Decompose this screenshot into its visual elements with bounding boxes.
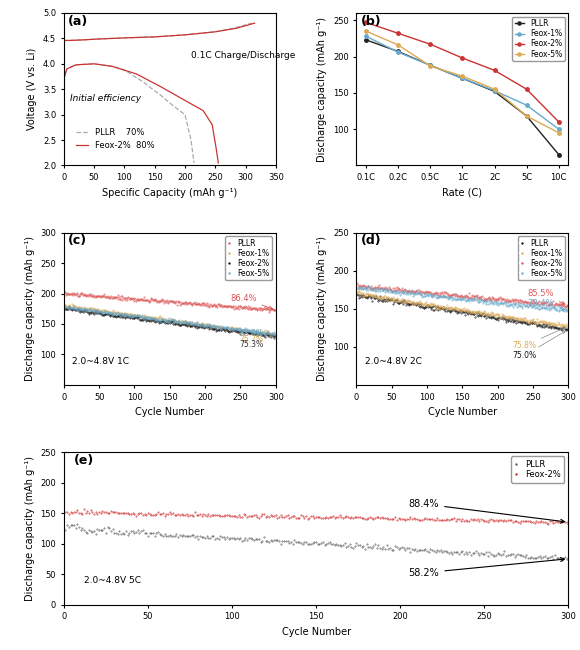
- Feox-2%: [362, 19, 369, 27]
- Text: 78.4%: 78.4%: [527, 300, 565, 310]
- Text: 75.8%: 75.8%: [512, 328, 565, 350]
- Y-axis label: Discharge capacity (mAh g⁻¹): Discharge capacity (mAh g⁻¹): [317, 17, 328, 162]
- Text: 2.0~4.8V 1C: 2.0~4.8V 1C: [72, 357, 129, 366]
- Feox-1%: [362, 32, 369, 40]
- Text: Initial efficiency: Initial efficiency: [70, 94, 142, 103]
- Feox-2%: [394, 29, 401, 37]
- Text: 75.0%: 75.0%: [512, 331, 566, 360]
- Y-axis label: Discharge capacity (mAh g⁻¹): Discharge capacity (mAh g⁻¹): [25, 456, 35, 601]
- Text: 85.5%: 85.5%: [527, 289, 565, 304]
- Feox-2%: [427, 40, 434, 48]
- Feox-5%: [555, 129, 562, 136]
- Line: PLLR: PLLR: [364, 38, 560, 156]
- Y-axis label: Discharge capacity (mAh g⁻¹): Discharge capacity (mAh g⁻¹): [25, 236, 35, 382]
- PLLR: [523, 112, 530, 120]
- Legend: PLLR, Feox-1%, Feox-2%, Feox-5%: PLLR, Feox-1%, Feox-2%, Feox-5%: [518, 237, 564, 280]
- Legend: PLLR, Feox-1%, Feox-2%, Feox-5%: PLLR, Feox-1%, Feox-2%, Feox-5%: [225, 237, 272, 280]
- Feox-5%: [459, 72, 466, 80]
- PLLR: [362, 36, 369, 44]
- Feox-5%: [394, 41, 401, 49]
- Text: (e): (e): [74, 454, 94, 467]
- Legend: PLLR, Feox-1%, Feox-2%, Feox-5%: PLLR, Feox-1%, Feox-2%, Feox-5%: [513, 17, 564, 61]
- Text: 88.4%: 88.4%: [409, 499, 564, 523]
- Feox-5%: [491, 85, 498, 93]
- Feox-5%: [523, 112, 530, 120]
- Feox-1%: [427, 61, 434, 69]
- Y-axis label: Voltage (V vs. Li): Voltage (V vs. Li): [27, 48, 37, 131]
- PLLR: [491, 88, 498, 96]
- PLLR: [394, 47, 401, 55]
- Feox-2%: [459, 54, 466, 62]
- Feox-5%: [362, 27, 369, 35]
- Line: Feox-2%: Feox-2%: [364, 21, 560, 124]
- PLLR: [459, 75, 466, 83]
- Text: 58.2%: 58.2%: [409, 558, 564, 578]
- Line: Feox-1%: Feox-1%: [364, 34, 560, 131]
- PLLR: [427, 61, 434, 69]
- Feox-1%: [523, 101, 530, 109]
- Text: 0.1C Charge/Discharge: 0.1C Charge/Discharge: [191, 51, 295, 60]
- Text: (d): (d): [361, 234, 381, 247]
- Legend: PLLR    70%, Feox-2%  80%: PLLR 70%, Feox-2% 80%: [72, 125, 158, 153]
- Text: (a): (a): [68, 14, 88, 27]
- X-axis label: Cycle Number: Cycle Number: [135, 407, 204, 417]
- Text: 86.4%: 86.4%: [230, 294, 273, 309]
- Text: 2.0~4.8V 5C: 2.0~4.8V 5C: [84, 576, 141, 585]
- Text: 2.0~4.8V 2C: 2.0~4.8V 2C: [365, 357, 422, 366]
- X-axis label: Cycle Number: Cycle Number: [428, 407, 497, 417]
- Feox-1%: [555, 125, 562, 133]
- Y-axis label: Discharge capacity (mAh g⁻¹): Discharge capacity (mAh g⁻¹): [317, 236, 328, 382]
- Feox-1%: [459, 75, 466, 83]
- X-axis label: Specific Capacity (mAh g⁻¹): Specific Capacity (mAh g⁻¹): [102, 188, 237, 198]
- X-axis label: Cycle Number: Cycle Number: [281, 627, 351, 637]
- Text: (c): (c): [68, 234, 87, 247]
- Text: (b): (b): [361, 14, 381, 27]
- Text: 83.0%: 83.0%: [239, 329, 273, 338]
- PLLR: [555, 151, 562, 159]
- Feox-1%: [491, 87, 498, 95]
- Text: 75.3%: 75.3%: [239, 335, 273, 349]
- Feox-2%: [555, 118, 562, 126]
- Feox-2%: [491, 66, 498, 74]
- X-axis label: Rate (C): Rate (C): [443, 188, 483, 198]
- Text: 75.7%: 75.7%: [239, 335, 273, 344]
- Legend: PLLR, Feox-2%: PLLR, Feox-2%: [511, 456, 564, 482]
- Feox-5%: [427, 62, 434, 70]
- Feox-1%: [394, 48, 401, 56]
- Line: Feox-5%: Feox-5%: [364, 29, 560, 135]
- Feox-2%: [523, 85, 530, 93]
